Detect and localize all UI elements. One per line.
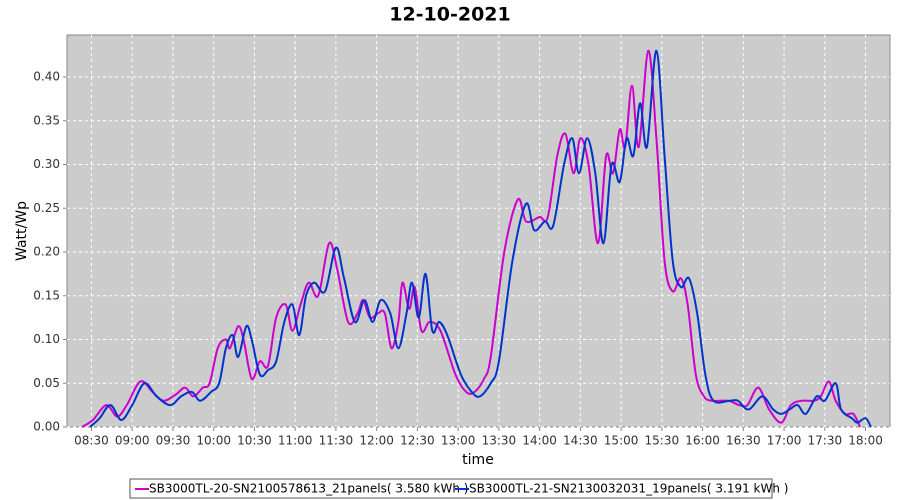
y-tick-label: 0.10 — [33, 332, 60, 346]
x-tick-label: 15:00 — [604, 434, 639, 448]
x-tick-label: 12:30 — [400, 434, 435, 448]
x-tick-label: 17:30 — [808, 434, 843, 448]
x-axis-label: time — [462, 452, 494, 468]
y-tick-label: 0.15 — [33, 288, 60, 302]
x-tick-label: 13:00 — [441, 434, 476, 448]
x-tick-label: 08:30 — [74, 434, 109, 448]
series-line — [81, 49, 862, 428]
x-tick-label: 14:00 — [522, 434, 557, 448]
legend-label: SB3000TL-20-SN2100578613_21panels( 3.580… — [149, 482, 468, 496]
y-tick-label: 0.35 — [33, 113, 60, 127]
x-tick-label: 15:30 — [645, 434, 680, 448]
y-tick-label: 0.25 — [33, 201, 60, 215]
x-tick-label: 14:30 — [563, 434, 598, 448]
y-tick-label: 0.00 — [33, 420, 60, 434]
x-tick-label: 09:00 — [115, 434, 150, 448]
x-tick-label: 16:00 — [685, 434, 720, 448]
y-tick-label: 0.20 — [33, 245, 60, 259]
x-tick-label: 18:00 — [848, 434, 883, 448]
y-tick-label: 0.05 — [33, 376, 60, 390]
legend-label: SB3000TL-21-SN2130032031_19panels( 3.191… — [469, 482, 788, 496]
x-tick-label: 11:30 — [319, 434, 354, 448]
x-tick-label: 13:30 — [482, 434, 517, 448]
x-tick-label: 12:00 — [359, 434, 394, 448]
x-tick-label: 09:30 — [156, 434, 191, 448]
x-tick-label: 10:00 — [196, 434, 231, 448]
x-tick-label: 11:00 — [278, 434, 313, 448]
y-tick-label: 0.40 — [33, 70, 60, 84]
plot-area — [66, 34, 891, 428]
y-axis-label: Watt/Wp — [14, 201, 30, 261]
chart-title: 12-10-2021 — [389, 4, 511, 26]
series-line — [89, 49, 872, 428]
x-tick-label: 10:30 — [237, 434, 272, 448]
y-tick-label: 0.30 — [33, 157, 60, 171]
x-tick-label: 17:00 — [767, 434, 802, 448]
legend — [129, 478, 773, 499]
x-tick-label: 16:30 — [726, 434, 761, 448]
